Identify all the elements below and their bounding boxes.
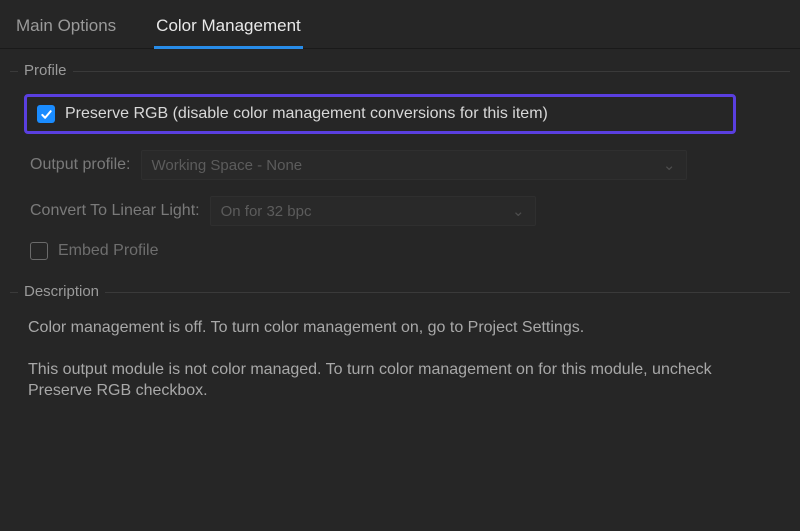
description-line-2: This output module is not color managed.…: [24, 359, 776, 402]
tab-bar: Main Options Color Management: [0, 0, 800, 49]
output-profile-label: Output profile:: [30, 156, 131, 174]
description-section: Description Color management is off. To …: [10, 292, 790, 432]
preserve-rgb-checkbox[interactable]: [37, 105, 55, 123]
profile-section: Profile Preserve RGB (disable color mana…: [10, 71, 790, 278]
preserve-rgb-row[interactable]: Preserve RGB (disable color management c…: [24, 94, 736, 134]
description-section-title: Description: [18, 283, 105, 300]
embed-profile-checkbox[interactable]: [30, 242, 48, 260]
chevron-down-icon: ⌄: [512, 202, 525, 220]
profile-section-title: Profile: [18, 62, 73, 79]
output-profile-select[interactable]: Working Space - None ⌄: [141, 150, 687, 180]
embed-profile-label: Embed Profile: [58, 242, 159, 260]
preserve-rgb-label: Preserve RGB (disable color management c…: [65, 105, 548, 123]
embed-profile-row[interactable]: Embed Profile: [30, 242, 776, 260]
output-profile-row: Output profile: Working Space - None ⌄: [30, 150, 776, 180]
chevron-down-icon: ⌄: [663, 156, 676, 174]
output-profile-value: Working Space - None: [152, 157, 303, 174]
convert-linear-row: Convert To Linear Light: On for 32 bpc ⌄: [30, 196, 776, 226]
checkmark-icon: [40, 108, 53, 121]
tab-color-management[interactable]: Color Management: [154, 10, 303, 48]
convert-linear-select[interactable]: On for 32 bpc ⌄: [210, 196, 536, 226]
tab-main-options[interactable]: Main Options: [14, 10, 118, 48]
description-line-1: Color management is off. To turn color m…: [24, 317, 776, 339]
convert-linear-value: On for 32 bpc: [221, 203, 312, 220]
convert-linear-label: Convert To Linear Light:: [30, 202, 200, 220]
